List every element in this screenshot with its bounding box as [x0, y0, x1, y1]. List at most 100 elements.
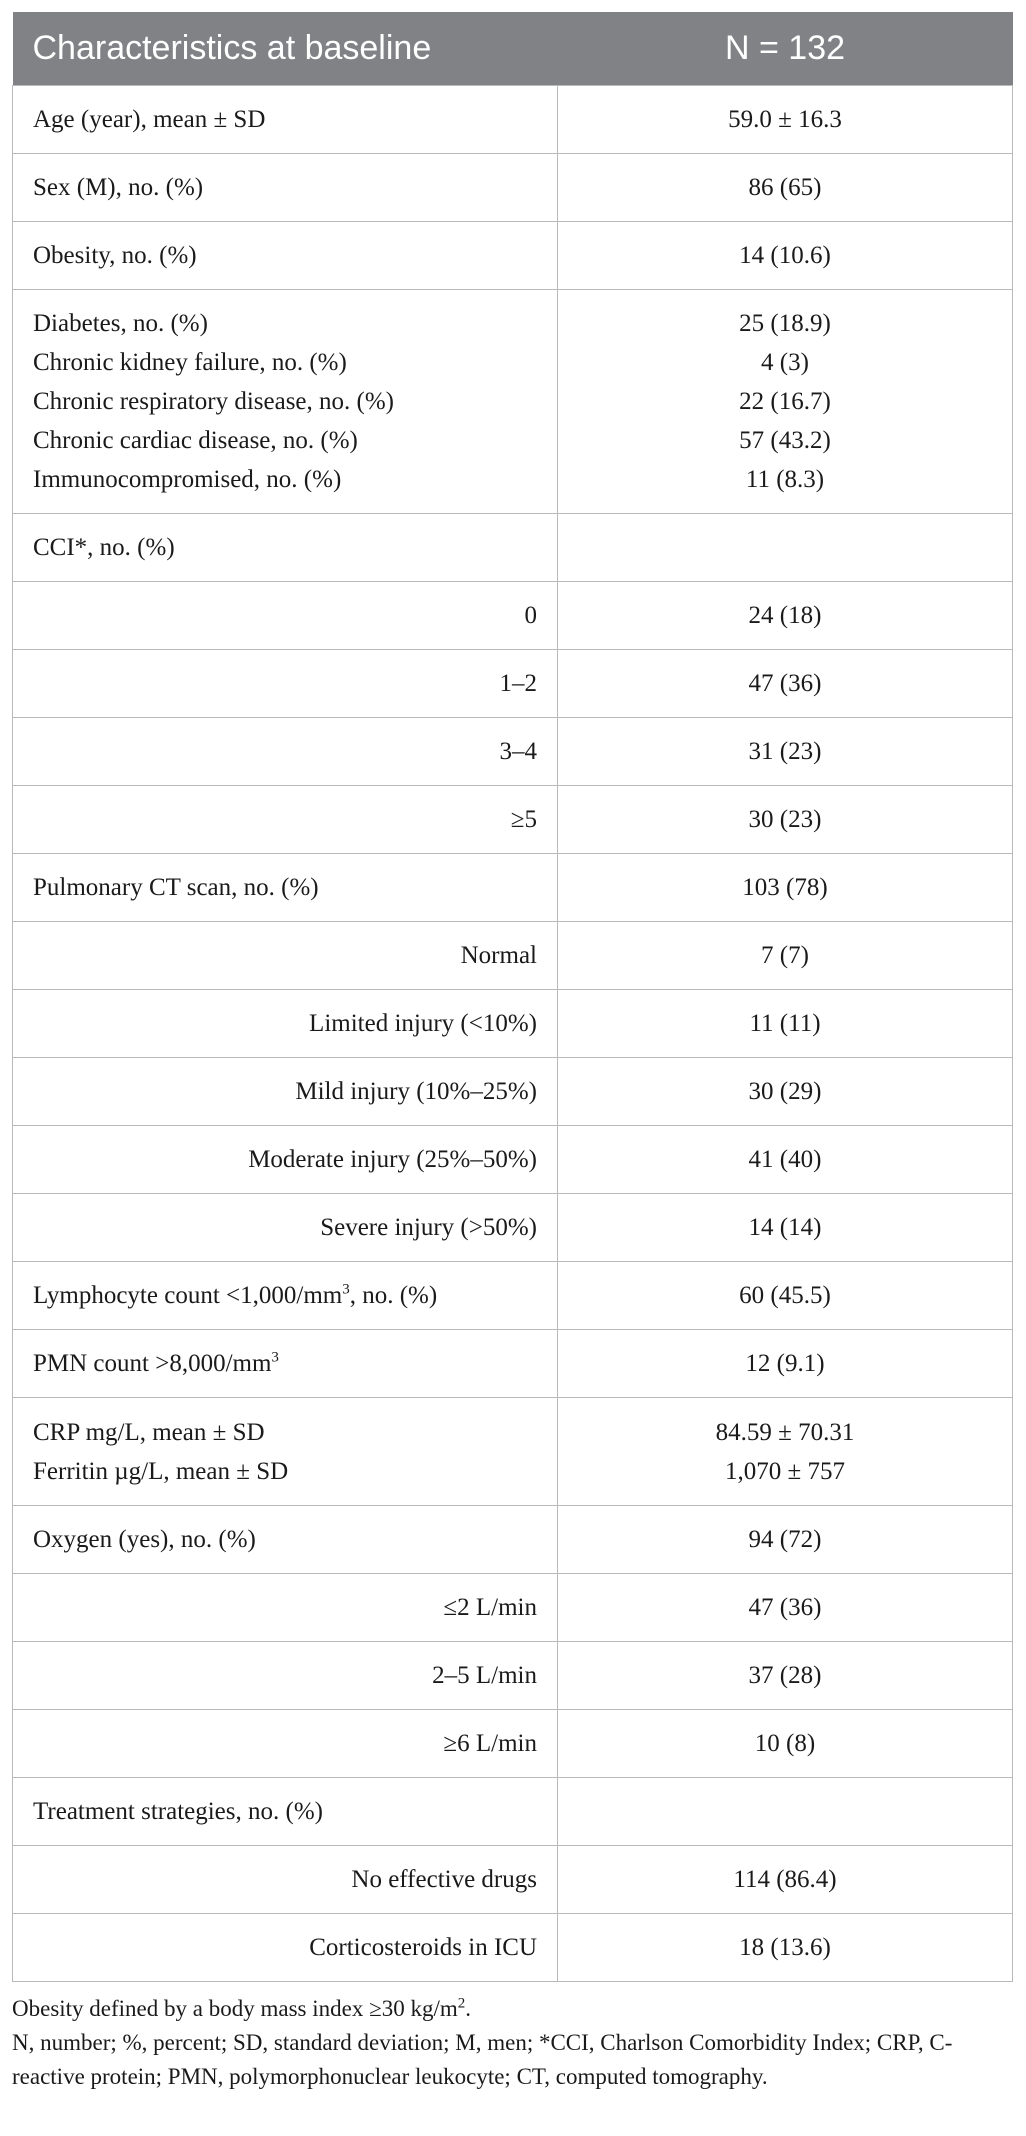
row-value-labs: 84.59 ± 70.31 1,070 ± 757 [557, 1397, 1013, 1506]
row-label-labs: CRP mg/L, mean ± SD Ferritin µg/L, mean … [12, 1397, 558, 1506]
row-value-pmn: 12 (9.1) [557, 1329, 1013, 1398]
row-value-comorbidities: 25 (18.9) 4 (3) 22 (16.7) 57 (43.2) 11 (… [557, 289, 1013, 514]
row-label-pmn: PMN count >8,000/mm3 [12, 1329, 558, 1398]
row-value-sex: 86 (65) [557, 153, 1013, 222]
row-value-ct-severe: 14 (14) [557, 1193, 1013, 1262]
baseline-characteristics-table-container: Characteristics at baseline N = 132 Age … [12, 12, 1013, 2094]
row-label-ct-limited: Limited injury (<10%) [12, 989, 558, 1058]
table-row: Severe injury (>50%) 14 (14) [12, 1193, 1013, 1262]
row-label-treatment: Treatment strategies, no. (%) [12, 1777, 558, 1846]
row-value-oxygen: 94 (72) [557, 1505, 1013, 1574]
table-footnotes: Obesity defined by a body mass index ≥30… [12, 1992, 1012, 2094]
value-chronic-cardiac-disease: 57 (43.2) [739, 427, 831, 454]
row-label-corticosteroids: Corticosteroids in ICU [12, 1913, 558, 1982]
table-row: Corticosteroids in ICU 18 (13.6) [12, 1913, 1013, 1982]
row-label-no-effective-drugs: No effective drugs [12, 1845, 558, 1914]
row-label-comorbidities: Diabetes, no. (%) Chronic kidney failure… [12, 289, 558, 514]
row-value-lymphocyte: 60 (45.5) [557, 1261, 1013, 1330]
row-label-oxygen-2-5: 2–5 L/min [12, 1641, 558, 1710]
row-value-ct-mild: 30 (29) [557, 1057, 1013, 1126]
row-value-ct-normal: 7 (7) [557, 921, 1013, 990]
label-immunocompromised: Immunocompromised, no. (%) [33, 466, 342, 493]
row-label-cci-3-4: 3–4 [12, 717, 558, 786]
table-row: 3–4 31 (23) [12, 717, 1013, 786]
label-chronic-cardiac-disease: Chronic cardiac disease, no. (%) [33, 427, 358, 454]
row-value-no-effective-drugs: 114 (86.4) [557, 1845, 1013, 1914]
lymphocyte-label-suffix: , no. (%) [349, 1282, 438, 1309]
header-row: Characteristics at baseline N = 132 [12, 12, 1013, 86]
row-value-obesity: 14 (10.6) [557, 221, 1013, 290]
value-diabetes: 25 (18.9) [739, 310, 831, 337]
table-row: 1–2 47 (36) [12, 649, 1013, 718]
pmn-label-sup: 3 [271, 1349, 279, 1366]
table-row: Obesity, no. (%) 14 (10.6) [12, 221, 1013, 290]
table-row-labs: CRP mg/L, mean ± SD Ferritin µg/L, mean … [12, 1397, 1013, 1506]
table-row: 0 24 (18) [12, 581, 1013, 650]
row-value-ct-moderate: 41 (40) [557, 1125, 1013, 1194]
row-value-cci-1-2: 47 (36) [557, 649, 1013, 718]
row-label-age: Age (year), mean ± SD [12, 85, 558, 154]
row-label-obesity: Obesity, no. (%) [12, 221, 558, 290]
table-row: Limited injury (<10%) 11 (11) [12, 989, 1013, 1058]
value-chronic-kidney-failure: 4 (3) [761, 349, 809, 376]
row-label-ct-normal: Normal [12, 921, 558, 990]
row-value-oxygen-le2: 47 (36) [557, 1573, 1013, 1642]
table-row: Lymphocyte count <1,000/mm3, no. (%) 60 … [12, 1261, 1013, 1330]
table-row: Sex (M), no. (%) 86 (65) [12, 153, 1013, 222]
row-label-ct-severe: Severe injury (>50%) [12, 1193, 558, 1262]
row-label-ct-moderate: Moderate injury (25%–50%) [12, 1125, 558, 1194]
value-immunocompromised: 11 (8.3) [745, 466, 825, 493]
table-row: PMN count >8,000/mm3 12 (9.1) [12, 1329, 1013, 1398]
table-body: Age (year), mean ± SD 59.0 ± 16.3 Sex (M… [12, 85, 1013, 1982]
label-diabetes: Diabetes, no. (%) [33, 310, 208, 337]
row-value-cci-3-4: 31 (23) [557, 717, 1013, 786]
table-header: Characteristics at baseline N = 132 [12, 12, 1013, 86]
table-row: Mild injury (10%–25%) 30 (29) [12, 1057, 1013, 1126]
table-row: ≥5 30 (23) [12, 785, 1013, 854]
table-row: ≤2 L/min 47 (36) [12, 1573, 1013, 1642]
row-label-oxygen: Oxygen (yes), no. (%) [12, 1505, 558, 1574]
row-value-treatment [557, 1777, 1013, 1846]
row-label-cci-1-2: 1–2 [12, 649, 558, 718]
value-crp: 84.59 ± 70.31 [715, 1418, 855, 1446]
table-row: ≥6 L/min 10 (8) [12, 1709, 1013, 1778]
table-row: Oxygen (yes), no. (%) 94 (72) [12, 1505, 1013, 1574]
row-value-ct-limited: 11 (11) [557, 989, 1013, 1058]
row-label-cci: CCI*, no. (%) [12, 513, 558, 582]
row-value-age: 59.0 ± 16.3 [557, 85, 1013, 154]
lymphocyte-label-text: Lymphocyte count <1,000/mm [33, 1282, 343, 1309]
table-row: CCI*, no. (%) [12, 513, 1013, 582]
row-label-sex: Sex (M), no. (%) [12, 153, 558, 222]
table-row: Normal 7 (7) [12, 921, 1013, 990]
row-value-cci [557, 513, 1013, 582]
row-label-cci-5: ≥5 [12, 785, 558, 854]
row-value-cci-0: 24 (18) [557, 581, 1013, 650]
row-value-corticosteroids: 18 (13.6) [557, 1913, 1013, 1982]
row-label-lymphocyte: Lymphocyte count <1,000/mm3, no. (%) [12, 1261, 558, 1330]
row-value-oxygen-2-5: 37 (28) [557, 1641, 1013, 1710]
value-ferritin: 1,070 ± 757 [725, 1457, 845, 1485]
row-value-oxygen-ge6: 10 (8) [557, 1709, 1013, 1778]
table-row: Pulmonary CT scan, no. (%) 103 (78) [12, 853, 1013, 922]
row-label-oxygen-ge6: ≥6 L/min [12, 1709, 558, 1778]
footnote-obesity: Obesity defined by a body mass index ≥30… [12, 1992, 1012, 2026]
table-row-comorbidities: Diabetes, no. (%) Chronic kidney failure… [12, 289, 1013, 514]
table-row: Moderate injury (25%–50%) 41 (40) [12, 1125, 1013, 1194]
header-n: N = 132 [557, 12, 1013, 86]
row-label-cci-0: 0 [12, 581, 558, 650]
baseline-characteristics-table: Characteristics at baseline N = 132 Age … [12, 12, 1013, 1982]
row-value-cci-5: 30 (23) [557, 785, 1013, 854]
row-label-oxygen-le2: ≤2 L/min [12, 1573, 558, 1642]
value-chronic-respiratory-disease: 22 (16.7) [739, 388, 831, 415]
table-row: 2–5 L/min 37 (28) [12, 1641, 1013, 1710]
footnote-abbreviations: N, number; %, percent; SD, standard devi… [12, 2030, 953, 2089]
footnote-obesity-sup: 2 [457, 1995, 466, 2012]
label-chronic-kidney-failure: Chronic kidney failure, no. (%) [33, 349, 347, 376]
table-row: Treatment strategies, no. (%) [12, 1777, 1013, 1846]
footnote-obesity-suffix: . [465, 1996, 471, 2021]
row-label-ct: Pulmonary CT scan, no. (%) [12, 853, 558, 922]
table-row: No effective drugs 114 (86.4) [12, 1845, 1013, 1914]
label-ferritin: Ferritin µg/L, mean ± SD [33, 1457, 289, 1485]
pmn-label-text: PMN count >8,000/mm [33, 1350, 272, 1377]
footnote-obesity-text: Obesity defined by a body mass index ≥30… [12, 1996, 458, 2021]
